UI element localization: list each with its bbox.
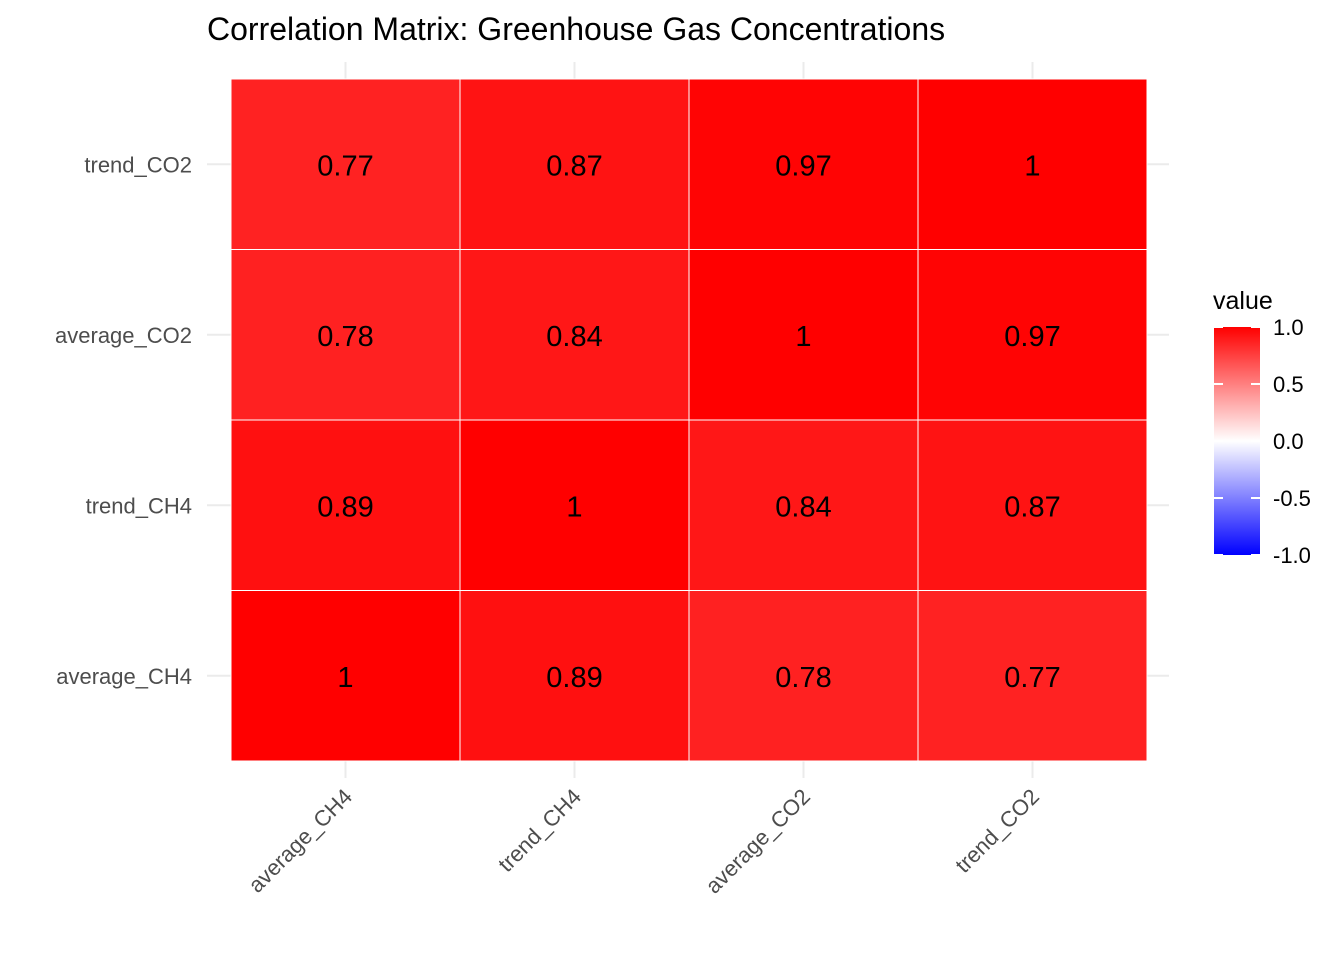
cell-value-label: 0.97 [775, 150, 831, 182]
chart-title: Correlation Matrix: Greenhouse Gas Conce… [207, 11, 945, 47]
heatmap-cells [230, 78, 1148, 762]
y-tick-label: trend_CO2 [84, 152, 192, 177]
cell-value-label: 1 [1024, 150, 1040, 182]
heatmap-cell [459, 78, 690, 250]
cell-value-label: 0.77 [317, 150, 373, 182]
cell-value-label: 0.87 [546, 150, 602, 182]
x-tick-label: trend_CO2 [950, 784, 1044, 878]
heatmap-cell [688, 249, 919, 421]
cell-value-label: 1 [337, 662, 353, 694]
x-tick-label: average_CO2 [700, 784, 815, 899]
legend-tick-label: -0.5 [1273, 486, 1311, 511]
cell-value-label: 0.89 [317, 491, 373, 523]
heatmap-cell [459, 419, 690, 591]
legend-title: value [1213, 287, 1273, 315]
cell-value-label: 0.77 [1004, 662, 1060, 694]
heatmap-cell [230, 78, 461, 250]
cell-value-label: 0.84 [775, 491, 831, 523]
cell-value-label: 1 [795, 321, 811, 353]
x-axis: average_CH4 trend_CH4 average_CO2 trend_CO2 [243, 784, 1044, 899]
heatmap-cell [459, 590, 690, 762]
legend-tick-label: 0.5 [1273, 372, 1304, 397]
cell-value-label: 0.89 [546, 662, 602, 694]
cell-value-label: 0.87 [1004, 491, 1060, 523]
cell-value-label: 0.97 [1004, 321, 1060, 353]
y-tick-label: average_CO2 [55, 323, 192, 348]
cell-labels: 1 0.89 0.78 0.77 0.89 1 0.84 0.87 0.78 0.84 1 0.97 0… [317, 150, 1060, 694]
cell-value-label: 0.78 [317, 321, 373, 353]
heatmap-cell [917, 78, 1148, 250]
heatmap-cell [917, 590, 1148, 762]
y-tick-label: average_CH4 [56, 664, 192, 689]
cell-value-label: 0.78 [775, 662, 831, 694]
y-tick-label: trend_CH4 [86, 493, 192, 518]
heatmap-cell [688, 78, 919, 250]
heatmap-cell [917, 419, 1148, 591]
cell-value-label: 0.84 [546, 321, 602, 353]
y-axis: average_CH4 trend_CH4 average_CO2 trend_CO2 [55, 152, 192, 689]
x-tick-label: trend_CH4 [493, 784, 586, 877]
heatmap-cell [230, 590, 461, 762]
legend-tick-label: 0.0 [1273, 429, 1304, 454]
heatmap-cell [917, 249, 1148, 421]
legend-tick-label: 1.0 [1273, 315, 1304, 340]
heatmap-cell [688, 590, 919, 762]
heatmap-cell [230, 249, 461, 421]
color-legend: value 1.0 0.5 0.0 -0.5 -1.0 [1213, 287, 1311, 568]
x-tick-label: average_CH4 [243, 784, 357, 898]
cell-value-label: 1 [566, 491, 582, 523]
legend-tick-label: -1.0 [1273, 543, 1311, 568]
